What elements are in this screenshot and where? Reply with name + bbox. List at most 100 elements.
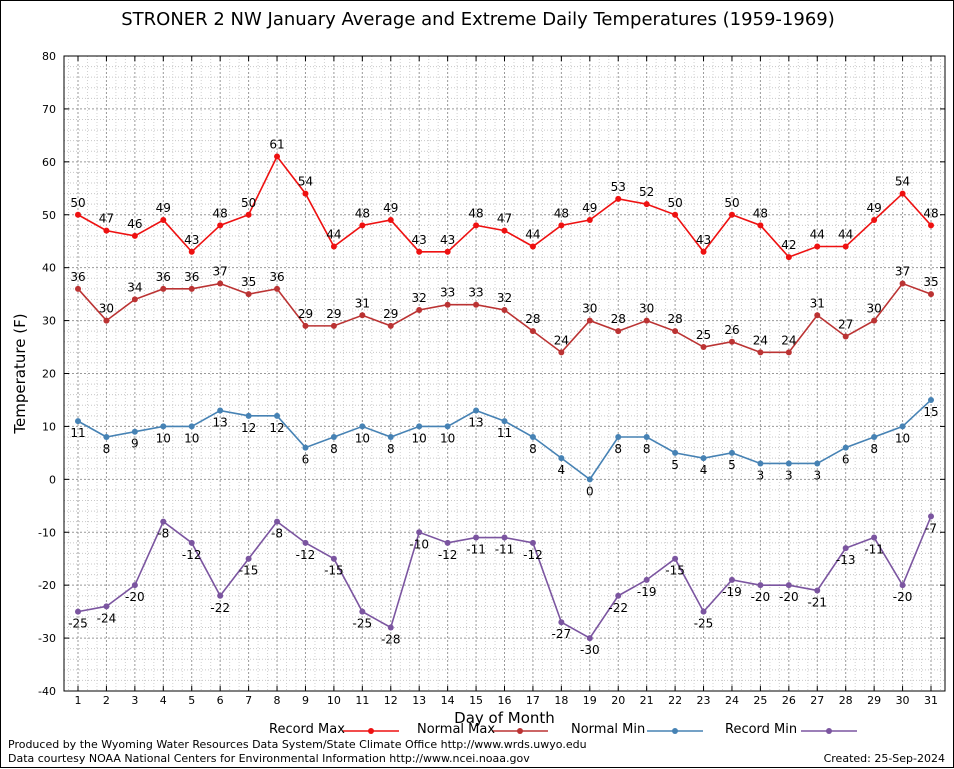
- data-label-record-min: -25: [353, 617, 373, 631]
- data-label-normal-max: 36: [184, 270, 199, 284]
- x-tick-label: 11: [355, 694, 369, 707]
- data-label-record-max: 44: [810, 228, 825, 242]
- point-normal-max: [387, 322, 394, 329]
- y-axis-label: Temperature (F): [11, 313, 29, 434]
- footer-produced-by: Produced by the Wyoming Water Resources …: [8, 738, 587, 751]
- legend-label-record-max: Record Max: [269, 722, 345, 737]
- data-label-normal-max: 31: [355, 296, 370, 310]
- point-normal-max: [330, 322, 337, 329]
- point-record-max: [160, 217, 167, 224]
- y-tick-label: 10: [42, 420, 56, 433]
- data-label-normal-min: 8: [330, 442, 338, 456]
- x-axis-label: Day of Month: [454, 709, 555, 727]
- point-normal-max: [672, 328, 679, 335]
- point-normal-max: [103, 317, 110, 324]
- data-label-normal-max: 32: [497, 291, 512, 305]
- point-record-max: [103, 227, 110, 234]
- x-tick-label: 7: [245, 694, 252, 707]
- data-label-record-max: 44: [525, 228, 540, 242]
- data-label-normal-min: 6: [302, 453, 310, 467]
- point-normal-max: [245, 291, 252, 298]
- data-label-record-max: 44: [326, 228, 341, 242]
- data-label-record-max: 53: [611, 180, 626, 194]
- data-label-normal-min: 10: [895, 431, 910, 445]
- data-label-normal-min: 11: [497, 426, 512, 440]
- x-tick-label: 2: [103, 694, 110, 707]
- data-label-normal-min: 12: [241, 421, 256, 435]
- point-normal-max: [757, 349, 764, 356]
- point-normal-min: [473, 407, 480, 414]
- point-record-min: [700, 608, 707, 615]
- data-label-record-max: 50: [241, 196, 256, 210]
- data-label-record-min: -12: [438, 548, 458, 562]
- legend-marker-normal-min: [672, 728, 678, 734]
- point-normal-min: [330, 434, 337, 440]
- data-label-normal-min: 10: [184, 431, 199, 445]
- x-tick-label: 24: [725, 694, 739, 707]
- point-record-max: [586, 217, 593, 224]
- point-record-max: [558, 222, 565, 229]
- data-label-normal-max: 35: [241, 275, 256, 289]
- point-record-max: [444, 248, 451, 255]
- data-label-normal-min: 8: [103, 442, 111, 456]
- data-label-normal-min: 13: [468, 416, 483, 430]
- data-label-record-min: -12: [182, 548, 202, 562]
- legend-label-record-min: Record Min: [725, 722, 798, 737]
- data-label-normal-min: 8: [643, 442, 651, 456]
- y-tick-label: -40: [38, 685, 56, 698]
- data-label-normal-max: 37: [213, 265, 228, 279]
- point-record-min: [672, 555, 679, 562]
- y-tick-label: 30: [42, 315, 56, 328]
- data-label-record-max: 50: [667, 196, 682, 210]
- data-label-normal-max: 25: [696, 328, 711, 342]
- data-label-record-min: -27: [552, 627, 572, 641]
- data-label-normal-min: 13: [213, 416, 228, 430]
- x-tick-label: 27: [810, 694, 824, 707]
- data-label-normal-max: 24: [554, 333, 569, 347]
- point-record-min: [728, 576, 735, 583]
- data-label-normal-max: 27: [838, 317, 853, 331]
- x-tick-label: 10: [327, 694, 341, 707]
- data-label-normal-max: 28: [611, 312, 626, 326]
- data-label-normal-min: 0: [586, 484, 594, 498]
- point-record-max: [615, 195, 622, 202]
- point-record-min: [785, 582, 792, 589]
- point-record-max: [359, 222, 366, 229]
- point-record-max: [785, 254, 792, 261]
- point-normal-min: [160, 423, 167, 430]
- x-tick-label: 12: [384, 694, 398, 707]
- point-record-max: [899, 190, 906, 197]
- point-normal-min: [217, 407, 224, 414]
- point-record-max: [672, 211, 679, 218]
- data-label-record-max: 44: [838, 228, 853, 242]
- point-record-min: [814, 587, 821, 594]
- data-label-normal-min: 15: [923, 405, 938, 419]
- point-record-min: [558, 619, 565, 626]
- data-label-record-min: -12: [296, 548, 316, 562]
- point-record-min: [75, 608, 81, 615]
- y-tick-label: 50: [42, 209, 56, 222]
- x-tick-label: 18: [554, 694, 568, 707]
- data-label-record-min: -24: [97, 611, 117, 625]
- point-record-min: [131, 582, 138, 589]
- legend-label-normal-min: Normal Min: [571, 722, 646, 737]
- x-tick-label: 15: [469, 694, 483, 707]
- point-record-max: [871, 217, 878, 224]
- point-normal-max: [700, 344, 707, 351]
- point-record-min: [529, 539, 536, 546]
- point-normal-min: [615, 434, 622, 440]
- point-normal-max: [871, 317, 878, 324]
- data-label-normal-min: 9: [131, 437, 139, 451]
- point-record-min: [416, 529, 423, 536]
- data-label-normal-max: 29: [298, 307, 313, 321]
- data-label-normal-min: 3: [757, 468, 765, 482]
- point-normal-min: [672, 449, 679, 456]
- x-tick-label: 19: [583, 694, 597, 707]
- point-record-min: [444, 539, 451, 546]
- point-record-max: [814, 243, 821, 250]
- data-label-record-max: 43: [412, 233, 427, 247]
- point-normal-min: [387, 434, 394, 440]
- point-record-min: [387, 624, 394, 631]
- point-record-min: [245, 555, 252, 562]
- point-record-min: [217, 592, 224, 599]
